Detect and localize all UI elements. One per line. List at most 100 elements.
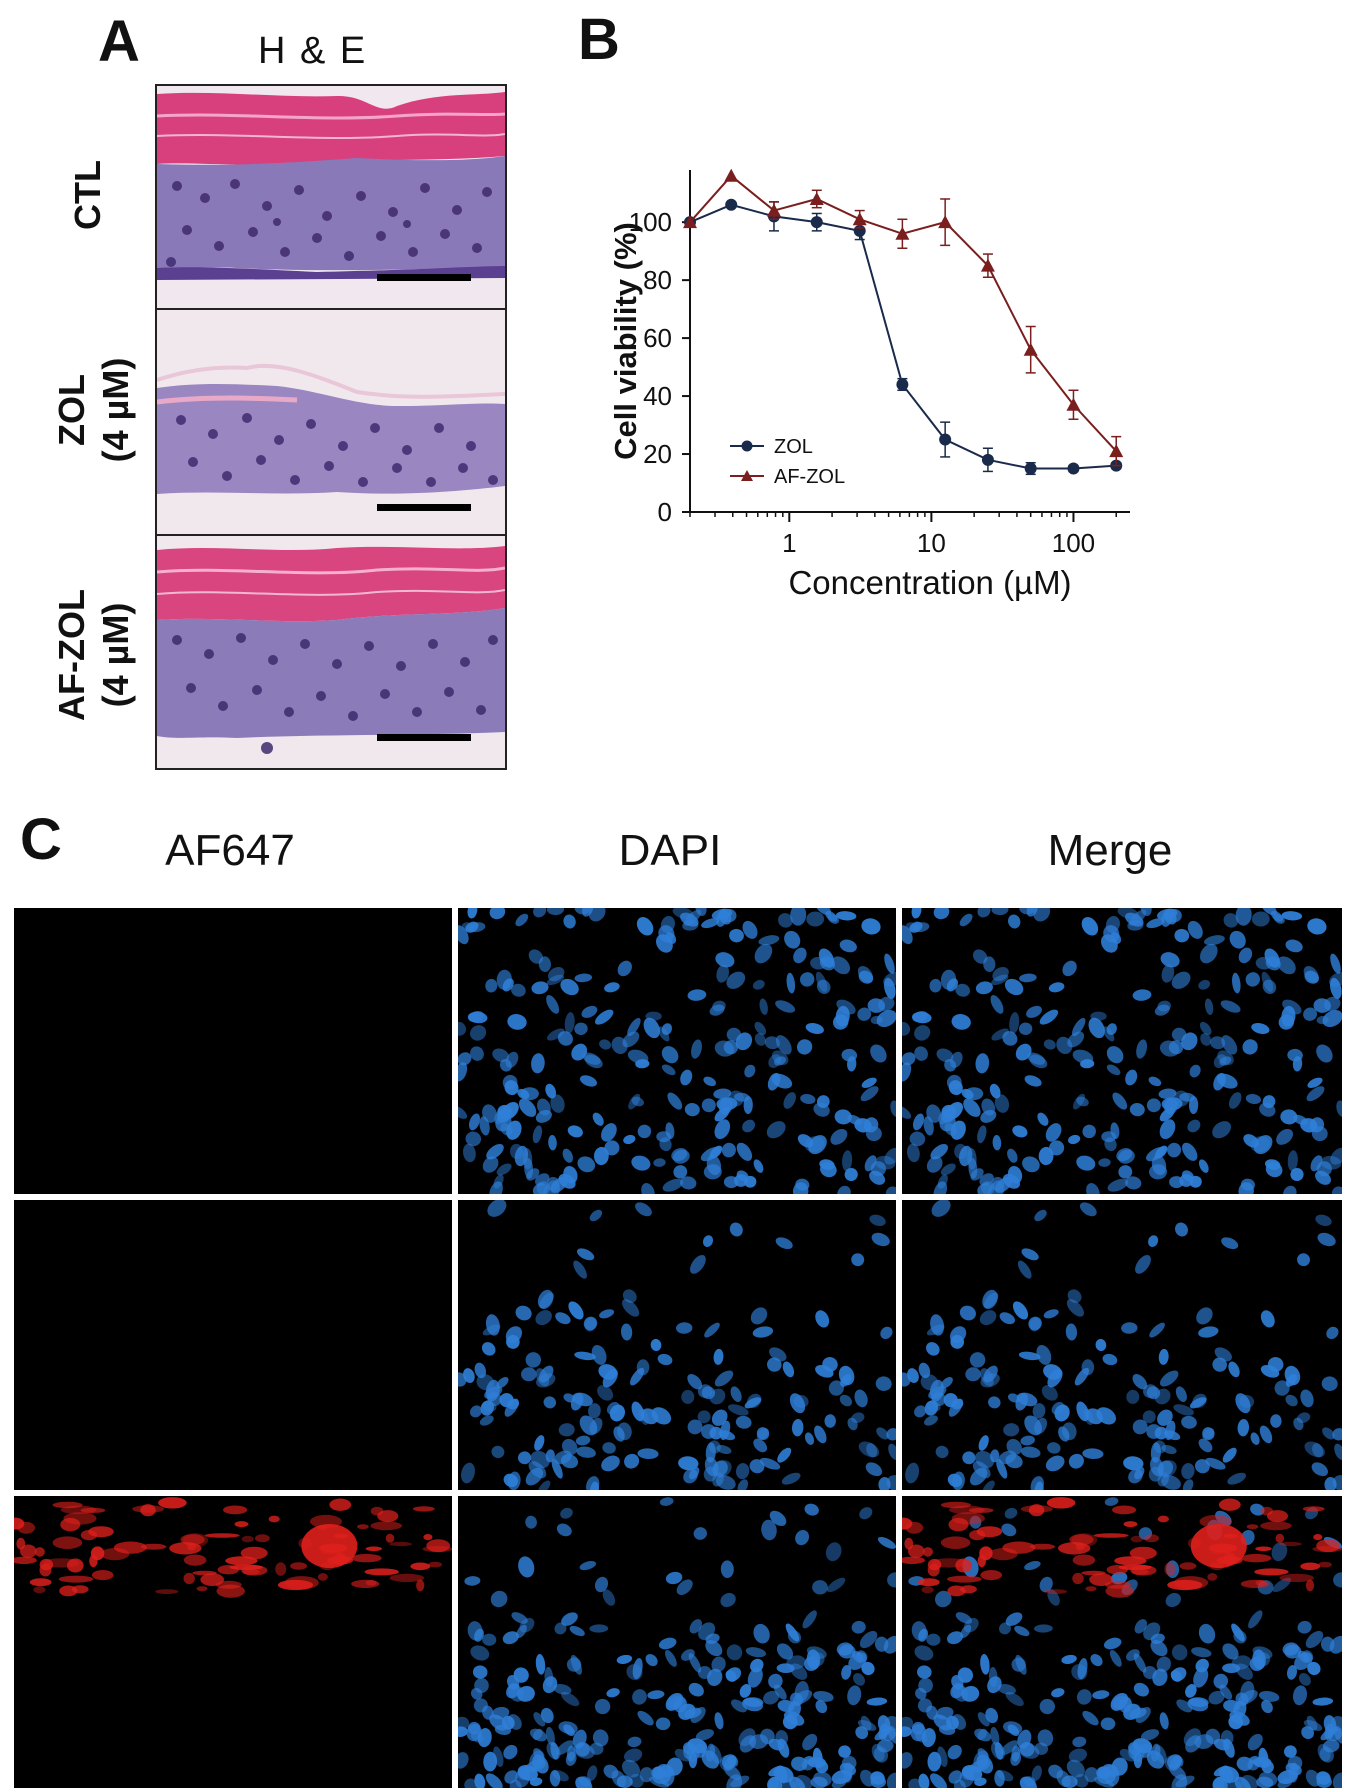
af647-spot [268,1515,280,1523]
data-point-zol [810,216,823,229]
af647-spot [940,1536,971,1549]
nucleus [739,1684,752,1698]
nucleus [1213,1765,1230,1777]
af647-spot [357,1524,369,1530]
nucleus [507,1014,527,1030]
nucleus [1261,908,1277,916]
panel-a-label: A [98,9,140,74]
nucleus [726,1027,742,1042]
af647-spot [140,1504,156,1517]
nucleus [1036,1344,1052,1365]
nucleus [1024,1561,1041,1571]
nucleus [1135,1707,1151,1723]
nucleus [1298,1673,1311,1686]
nucleus [716,1097,738,1111]
nucleus [974,1777,987,1787]
af647-spot [955,1558,972,1573]
nucleus [576,1248,595,1261]
nucleus [632,1689,647,1705]
nucleus [1198,1623,1216,1644]
nucleus [753,1159,764,1173]
nucleus [1107,1178,1129,1192]
nucleus [703,1466,718,1482]
nucleus [580,1075,597,1087]
nucleus [1247,1733,1263,1751]
nucleus [737,1479,749,1490]
nucleus [857,1007,872,1021]
nucleus [1077,1658,1088,1680]
nucleus [1047,1589,1060,1606]
nucleus [470,1645,490,1661]
nucleus [930,1773,947,1788]
nucleus [744,1064,756,1078]
nucleus [1283,1185,1297,1194]
nucleus [999,1622,1011,1635]
nucleus [940,1163,956,1176]
nucleus [1258,1690,1280,1702]
panel-b-label: B [578,7,620,72]
nucleus [1334,1443,1342,1460]
nucleus [502,978,514,992]
nucleus [827,913,840,924]
nucleus [632,1658,643,1680]
nucleus [1134,1619,1148,1634]
nucleus [1315,1214,1332,1226]
nucleus [703,1164,722,1180]
nucleus [1336,1100,1342,1117]
nucleus [1205,1728,1221,1745]
nucleus [768,1054,782,1068]
nucleus [1112,1092,1128,1110]
nucleus [1159,1107,1175,1122]
nucleus [716,964,729,983]
nucleus [902,1021,911,1036]
data-point-zol [725,198,738,211]
nucleus [681,1649,695,1661]
nucleus [1200,1033,1212,1046]
nucleus [980,1373,1000,1388]
data-point-afzol [852,212,867,226]
nucleus [841,1665,852,1680]
nucleus [575,1435,591,1446]
nucleus [503,1473,518,1488]
nucleus [545,1083,557,1099]
nucleus [750,1307,768,1325]
nucleus [1018,1351,1041,1361]
nucleus [1191,1647,1212,1658]
af647-spot [1254,1568,1289,1576]
af647-spot [1300,1562,1321,1571]
nucleus [698,1622,716,1641]
nucleus [655,1717,671,1731]
he-image-zol [155,308,507,538]
nucleus [730,1386,742,1402]
nucleus [977,1712,990,1727]
nucleus [1311,1126,1328,1142]
nucleus [537,1098,551,1116]
nucleus [982,1480,995,1490]
af647-spot [60,1505,97,1514]
nucleus [1004,1507,1018,1519]
nucleus [902,1052,916,1066]
nucleus [769,1510,787,1526]
nucleus [1009,1012,1020,1034]
nucleus [623,1748,643,1763]
nucleus [881,1727,896,1742]
nucleus [1007,1724,1020,1737]
af647-spot [948,1517,969,1532]
nucleus [517,1686,535,1702]
nucleus [658,925,675,943]
nucleus [714,1119,731,1140]
nucleus [535,1373,556,1388]
legend-label: ZOL [774,436,813,458]
nucleus [592,1112,604,1126]
fluo-merge-afzol [902,1496,1342,1788]
nucleus [1198,1159,1209,1173]
nucleus [616,1654,633,1664]
nucleus [1021,1248,1039,1261]
nucleus [1048,982,1065,993]
nucleus [1307,1077,1323,1089]
nucleus [1100,1717,1116,1731]
nucleus [775,1237,793,1250]
nucleus [1088,1017,1105,1039]
nucleus [502,1074,518,1090]
nucleus [929,978,942,993]
